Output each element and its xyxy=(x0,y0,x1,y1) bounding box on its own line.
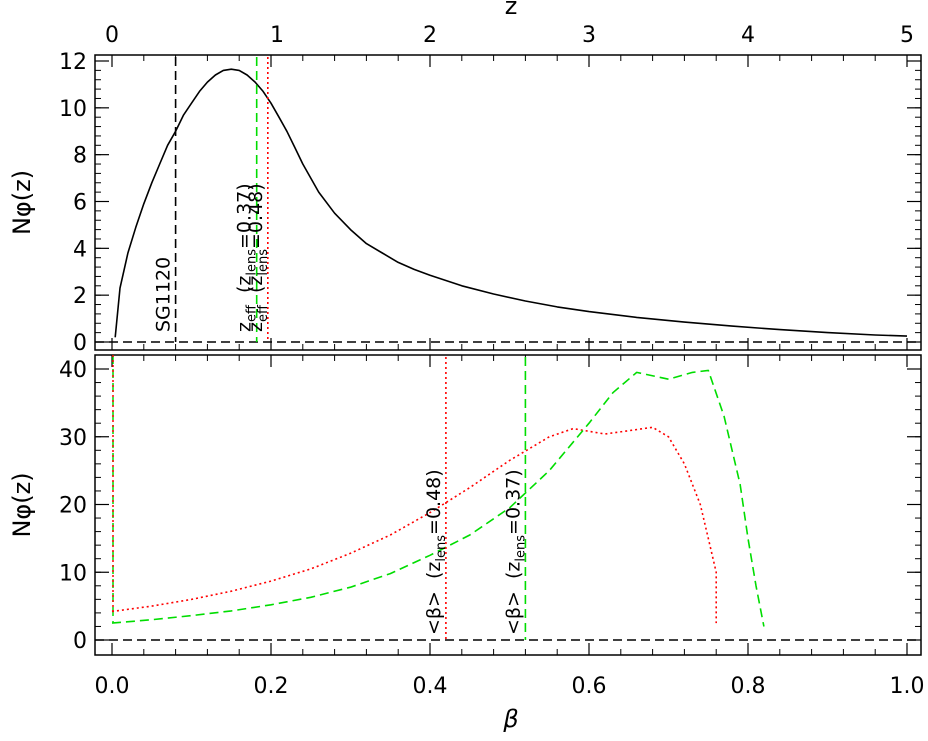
annotation-part: (z xyxy=(423,562,445,579)
top-x-tick-label: 4 xyxy=(741,23,755,48)
bottom-annotation-text: <β> (zlens=0.37) xyxy=(502,469,528,635)
bottom-x-tick-label: 1.0 xyxy=(890,674,925,699)
annotation-part: z xyxy=(234,322,256,332)
bottom-annotation-text: <β> (zlens=0.48) xyxy=(423,469,449,635)
bottom-series-line xyxy=(111,369,765,627)
bottom-x-tick-label: 0.0 xyxy=(95,674,130,699)
bottom-annotation-label: <β> (zlens=0.48) xyxy=(423,469,449,635)
top-x-axis-title: z xyxy=(505,0,518,20)
top-y-tick-label: 8 xyxy=(73,144,87,169)
bottom-x-tick-label: 0.6 xyxy=(572,674,607,699)
bottom-y-tick-label: 10 xyxy=(59,561,87,586)
top-annotation-text: zeff (zlens=0.48) xyxy=(245,183,271,332)
annotation-spacer xyxy=(502,585,524,591)
top-plot-frame xyxy=(94,54,922,351)
top-y-tick-label: 2 xyxy=(73,284,87,309)
annotation-part: =0.37) xyxy=(502,469,524,535)
top-y-tick-label: 6 xyxy=(73,191,87,216)
annotation-subscript: eff xyxy=(245,304,260,322)
top-annotation-label: SG1120 xyxy=(153,257,175,332)
annotation-part: z xyxy=(245,322,267,332)
top-y-tick-label: 0 xyxy=(73,331,87,356)
top-y-axis-title: Nφ(z) xyxy=(8,170,36,235)
top-x-tick-label: 5 xyxy=(900,23,914,48)
top-y-tick-label: 4 xyxy=(73,237,87,262)
bottom-y-tick-label: 40 xyxy=(59,358,87,383)
top-annotation-label: zeff (zlens=0.48) xyxy=(245,183,271,332)
annotation-subscript: eff xyxy=(256,304,271,322)
top-y-tick-label: 10 xyxy=(59,97,87,122)
annotation-part: SG1120 xyxy=(153,257,175,332)
bottom-y-axis-title: Nφ(z) xyxy=(8,472,36,537)
bottom-x-tick-label: 0.4 xyxy=(413,674,448,699)
annotation-part: <β> xyxy=(423,591,445,635)
annotation-subscript: lens xyxy=(256,249,271,276)
annotation-part: <β> xyxy=(502,591,524,635)
annotation-subscript: lens xyxy=(513,535,528,562)
top-annotation-text: SG1120 xyxy=(153,257,175,332)
bottom-x-tick-label: 0.2 xyxy=(254,674,289,699)
bottom-annotation-label: <β> (zlens=0.37) xyxy=(502,469,528,635)
bottom-y-tick-label: 0 xyxy=(73,629,87,654)
top-x-tick-label: 3 xyxy=(582,23,596,48)
annotation-spacer xyxy=(423,585,445,591)
top-x-tick-label: 1 xyxy=(270,23,284,48)
annotation-part: (z xyxy=(245,276,267,293)
bottom-x-tick-label: 0.8 xyxy=(731,674,766,699)
annotation-part: (z xyxy=(234,276,256,293)
annotation-part: =0.48) xyxy=(423,469,445,535)
bottom-y-tick-label: 20 xyxy=(59,494,87,519)
annotation-subscript: lens xyxy=(434,535,449,562)
top-series-line xyxy=(114,68,908,338)
top-y-tick-label: 12 xyxy=(59,50,87,75)
top-x-tick-label: 2 xyxy=(423,23,437,48)
annotation-part: (z xyxy=(502,562,524,579)
top-x-tick-label: 0 xyxy=(105,23,119,48)
annotation-part: =0.48) xyxy=(245,183,267,249)
bottom-series-line xyxy=(111,426,718,624)
annotation-subscript: lens xyxy=(245,249,260,276)
annotation-spacer xyxy=(245,299,267,305)
bottom-x-axis-title: β xyxy=(502,705,518,733)
top-annotation-text: zeff (zlens=0.37) xyxy=(234,183,260,332)
annotation-part: =0.37) xyxy=(234,183,256,249)
bottom-y-tick-label: 30 xyxy=(59,426,87,451)
top-annotation-label: zeff (zlens=0.37) xyxy=(234,183,260,332)
